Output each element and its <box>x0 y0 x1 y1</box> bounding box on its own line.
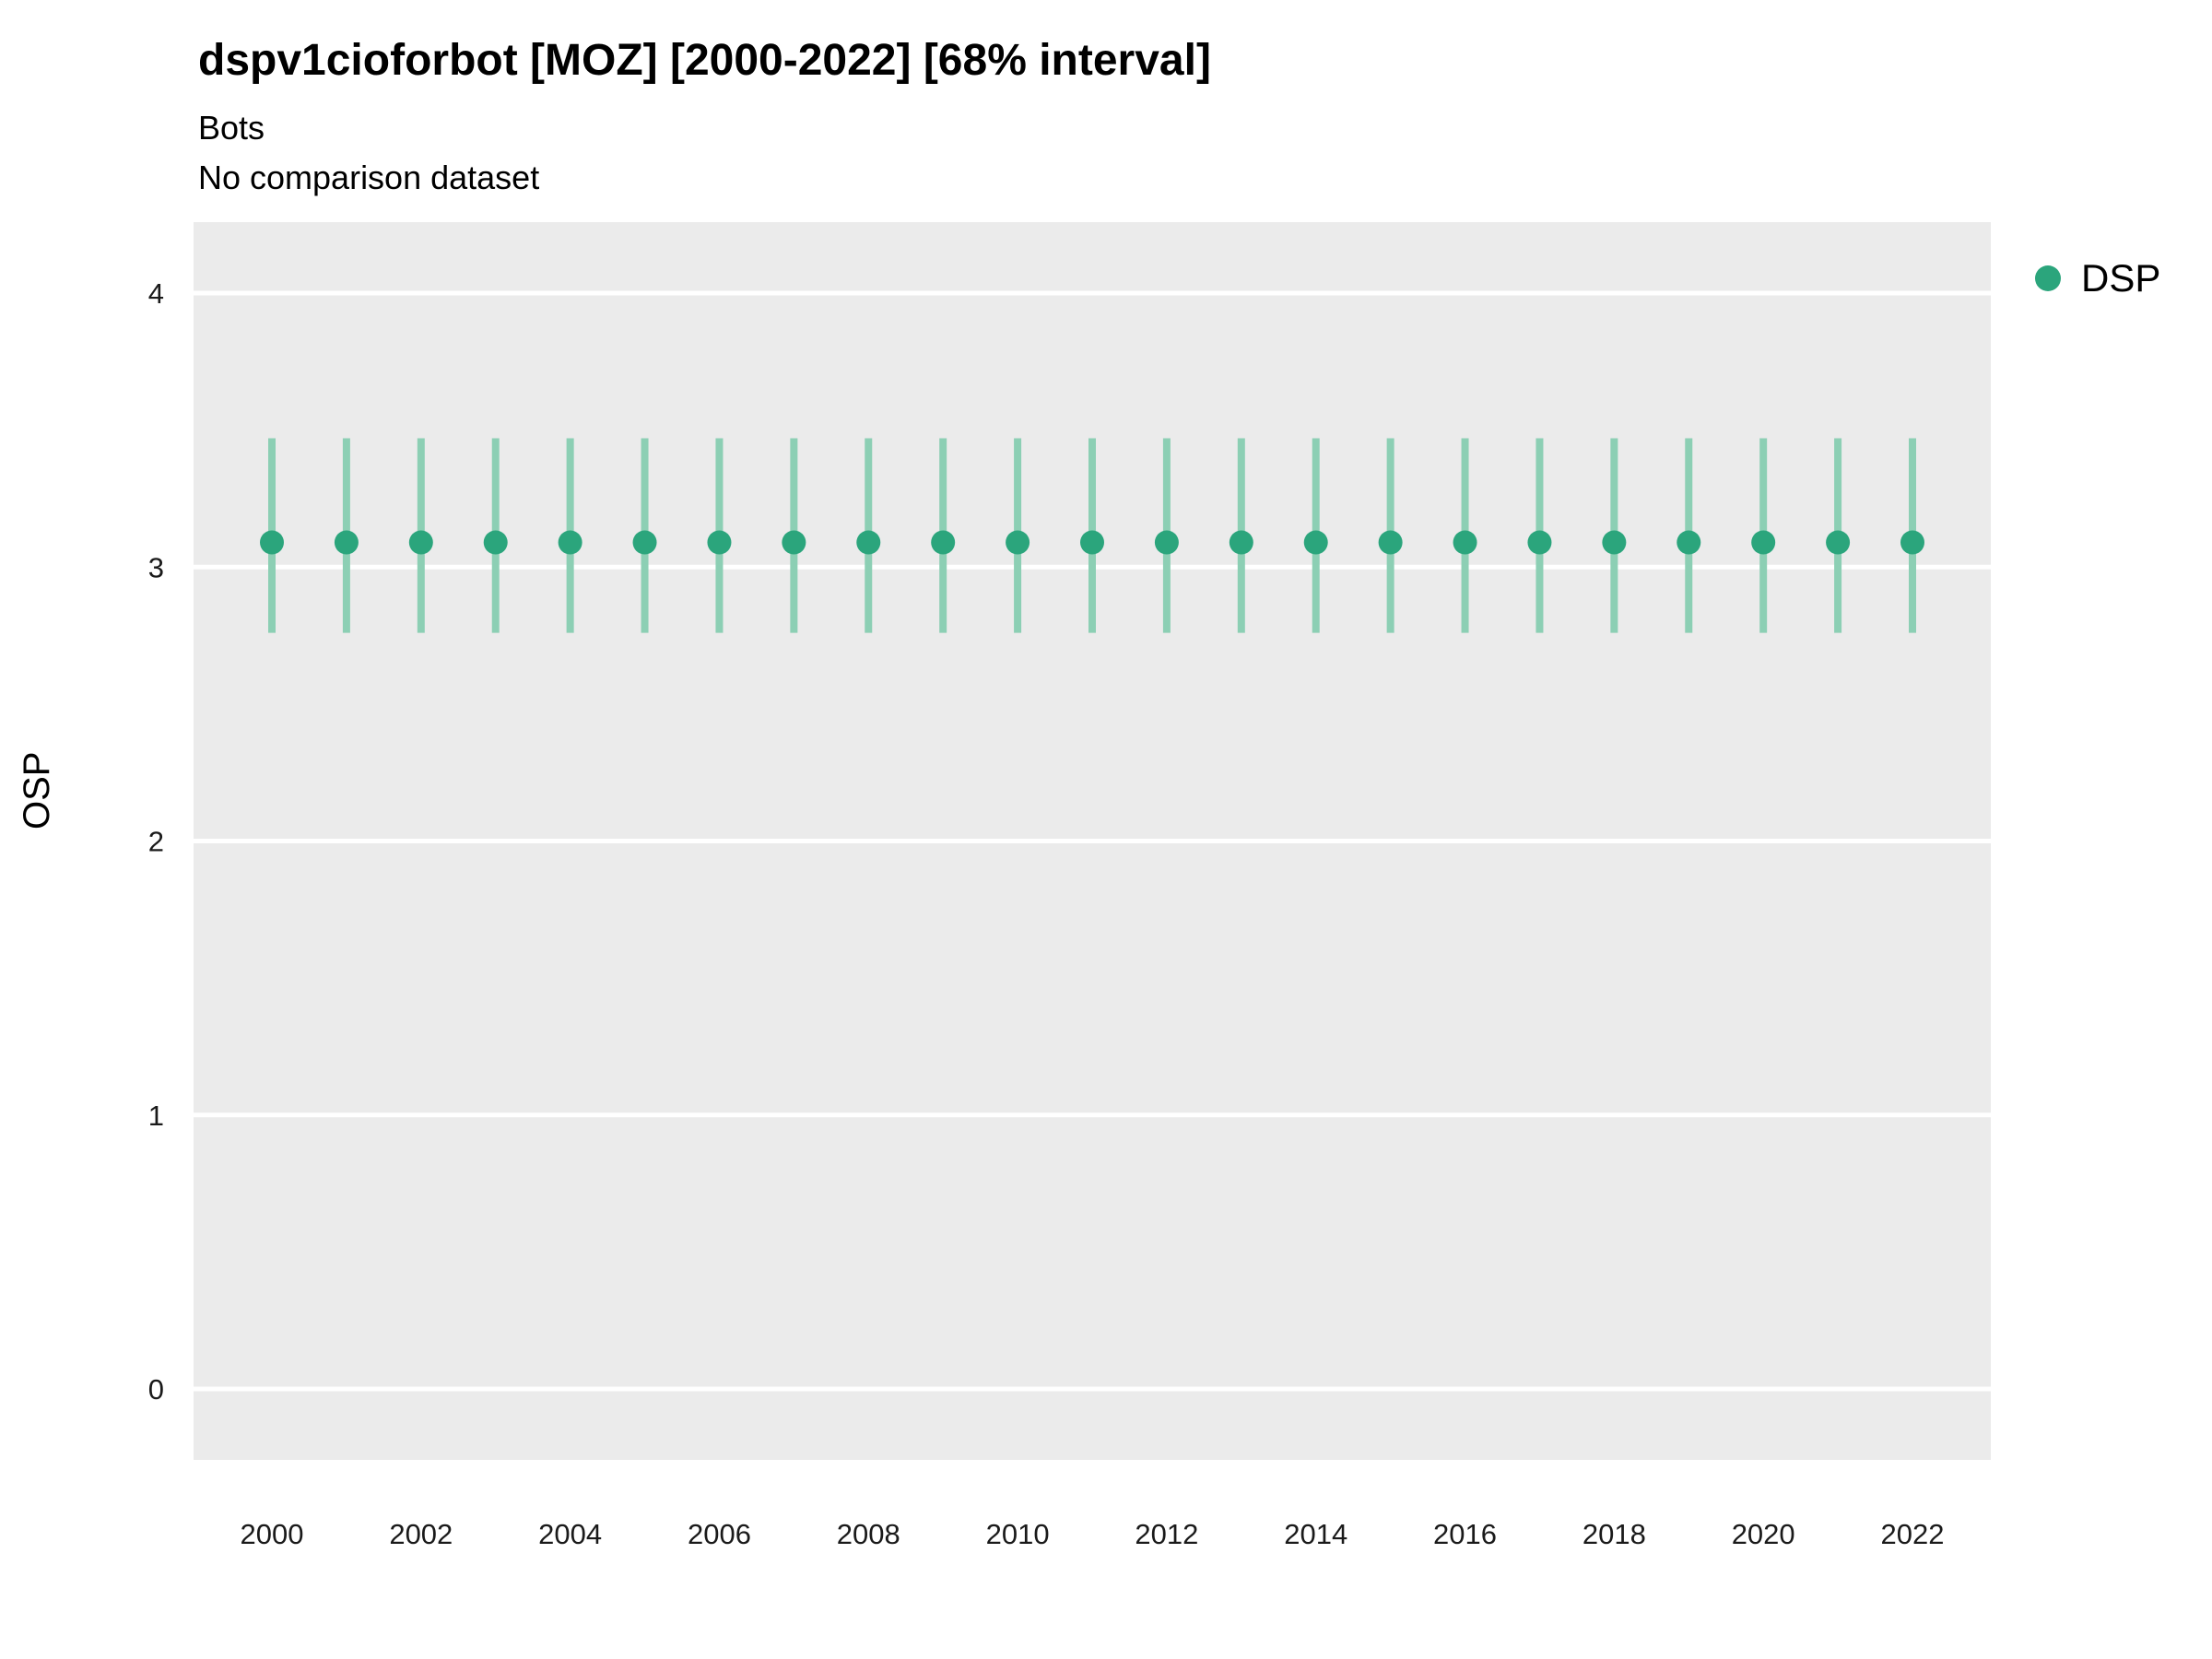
y-tick-label-4: 4 <box>148 277 164 310</box>
x-tick-label-2010: 2010 <box>986 1518 1050 1550</box>
dsp-point-2019 <box>1677 530 1701 555</box>
dsp-point-2020 <box>1751 530 1776 555</box>
x-tick-label-2002: 2002 <box>389 1518 453 1550</box>
x-tick-label-2008: 2008 <box>837 1518 900 1550</box>
legend: DSP <box>2035 256 2160 300</box>
dsp-point-2009 <box>931 530 956 555</box>
x-tick-label-2016: 2016 <box>1433 1518 1497 1550</box>
dsp-point-2022 <box>1900 530 1924 555</box>
legend-label: DSP <box>2081 256 2161 300</box>
chart-subtitle: Bots <box>198 109 265 147</box>
y-tick-label-1: 1 <box>148 1100 164 1132</box>
dsp-point-2012 <box>1154 530 1179 555</box>
y-tick-label-0: 0 <box>148 1373 164 1406</box>
dsp-point-2010 <box>1006 530 1030 555</box>
legend-marker-icon <box>2035 265 2061 291</box>
dsp-point-2003 <box>483 530 508 555</box>
dsp-point-2021 <box>1826 530 1851 555</box>
x-tick-label-2006: 2006 <box>688 1518 751 1550</box>
x-tick-label-2000: 2000 <box>241 1518 304 1550</box>
dsp-point-2001 <box>334 530 359 555</box>
dsp-point-2011 <box>1080 530 1104 555</box>
x-tick-label-2004: 2004 <box>538 1518 602 1550</box>
y-tick-label-3: 3 <box>148 551 164 583</box>
chart-title: dspv1cioforbot [MOZ] [2000-2022] [68% in… <box>198 36 1211 85</box>
dsp-point-2015 <box>1378 530 1403 555</box>
x-tick-label-2020: 2020 <box>1732 1518 1795 1550</box>
dsp-point-2007 <box>782 530 806 555</box>
dsp-point-2000 <box>260 530 284 555</box>
dsp-point-2005 <box>632 530 657 555</box>
dsp-point-2006 <box>707 530 732 555</box>
dsp-point-2013 <box>1229 530 1253 555</box>
x-tick-label-2022: 2022 <box>1881 1518 1945 1550</box>
x-tick-label-2014: 2014 <box>1284 1518 1347 1550</box>
dsp-point-2017 <box>1527 530 1552 555</box>
x-tick-label-2012: 2012 <box>1135 1518 1198 1550</box>
y-tick-label-2: 2 <box>148 826 164 858</box>
dsp-point-2014 <box>1303 530 1328 555</box>
x-tick-label-2018: 2018 <box>1583 1518 1646 1550</box>
dsp-point-2016 <box>1453 530 1477 555</box>
dsp-point-2018 <box>1602 530 1627 555</box>
dsp-point-2004 <box>558 530 582 555</box>
dsp-point-2008 <box>856 530 881 555</box>
dataset-note: No comparison dataset <box>198 159 540 196</box>
dsp-point-2002 <box>408 530 433 555</box>
